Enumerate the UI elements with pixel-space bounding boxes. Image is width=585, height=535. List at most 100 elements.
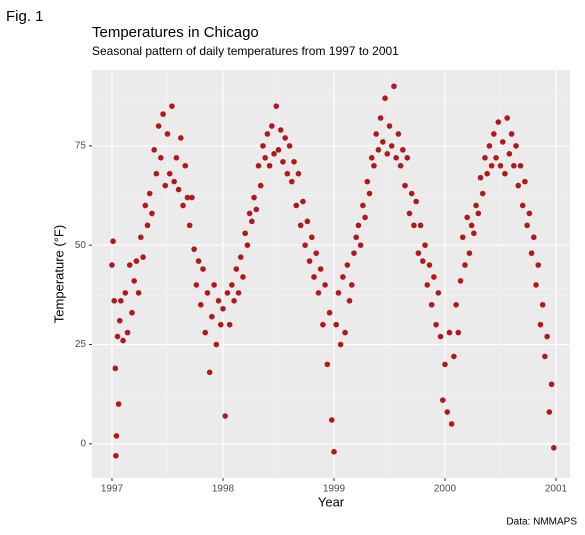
point [169, 103, 175, 109]
point [466, 250, 473, 256]
point [122, 290, 129, 296]
point [464, 214, 471, 221]
point [249, 218, 255, 225]
x-tick-label: 1998 [212, 484, 235, 495]
point [114, 333, 121, 340]
chart-subtitle: Seasonal pattern of daily temperatures f… [92, 44, 399, 58]
point [346, 298, 353, 304]
point [260, 143, 266, 149]
point [526, 210, 533, 217]
point [280, 158, 286, 165]
point [413, 198, 419, 205]
point [550, 445, 557, 451]
point [539, 301, 546, 308]
point [515, 182, 522, 189]
point [304, 218, 311, 225]
figure-label: Fig. 1 [6, 8, 44, 25]
point [311, 274, 317, 280]
point [335, 290, 342, 296]
point [229, 282, 235, 288]
point [426, 262, 433, 268]
point [462, 262, 468, 268]
x-axis-label: Year [318, 494, 345, 509]
y-tick-label: 75 [75, 141, 87, 152]
point [302, 242, 308, 248]
point [166, 170, 173, 177]
point [357, 242, 364, 248]
point [140, 254, 146, 260]
caption: Data: NMMAPS [506, 517, 577, 528]
point [491, 131, 497, 137]
point [184, 194, 191, 201]
point [257, 182, 264, 189]
point [417, 222, 424, 229]
point [422, 242, 428, 248]
point [300, 198, 306, 205]
point [502, 170, 508, 177]
point [306, 258, 313, 264]
point [508, 131, 515, 137]
point [388, 143, 395, 149]
point [182, 162, 189, 169]
point [517, 162, 524, 169]
chart-title: Temperatures in Chicago [92, 24, 259, 41]
point [317, 266, 324, 272]
point [391, 83, 397, 90]
point [499, 139, 506, 145]
point [173, 154, 180, 161]
point [544, 333, 550, 340]
point [511, 162, 517, 169]
point [424, 282, 431, 288]
point [331, 448, 337, 455]
point [375, 147, 382, 153]
point [308, 234, 315, 241]
point [164, 131, 171, 137]
point [282, 135, 288, 141]
point [395, 131, 402, 137]
point [142, 202, 149, 209]
point [266, 162, 273, 169]
point [204, 290, 211, 296]
point [120, 337, 126, 344]
point [522, 178, 528, 185]
point [146, 190, 153, 197]
point [386, 123, 393, 129]
point [493, 154, 499, 161]
point [286, 143, 293, 149]
point [431, 274, 437, 280]
point [360, 202, 366, 209]
y-tick-label: 50 [75, 240, 87, 251]
point [116, 317, 123, 324]
point [235, 290, 242, 296]
point [233, 266, 240, 272]
point [497, 162, 504, 169]
point [477, 174, 484, 181]
point [455, 329, 462, 336]
point [109, 262, 115, 268]
point [519, 202, 526, 209]
point [209, 313, 215, 320]
point [337, 341, 344, 348]
point [384, 151, 391, 157]
point [315, 290, 322, 296]
point [271, 151, 277, 157]
point [328, 417, 335, 423]
point [277, 127, 284, 133]
y-tick-label: 25 [75, 339, 87, 350]
x-tick-label: 2001 [545, 484, 568, 495]
point [171, 178, 177, 185]
point [149, 210, 155, 217]
point [415, 250, 422, 256]
point [211, 282, 217, 288]
point [433, 321, 439, 328]
point [217, 321, 224, 328]
point [368, 154, 375, 161]
point [162, 182, 169, 189]
point [495, 119, 502, 125]
point [484, 170, 490, 177]
point [362, 214, 368, 221]
point [366, 190, 373, 197]
point [269, 123, 275, 129]
point [253, 206, 260, 213]
